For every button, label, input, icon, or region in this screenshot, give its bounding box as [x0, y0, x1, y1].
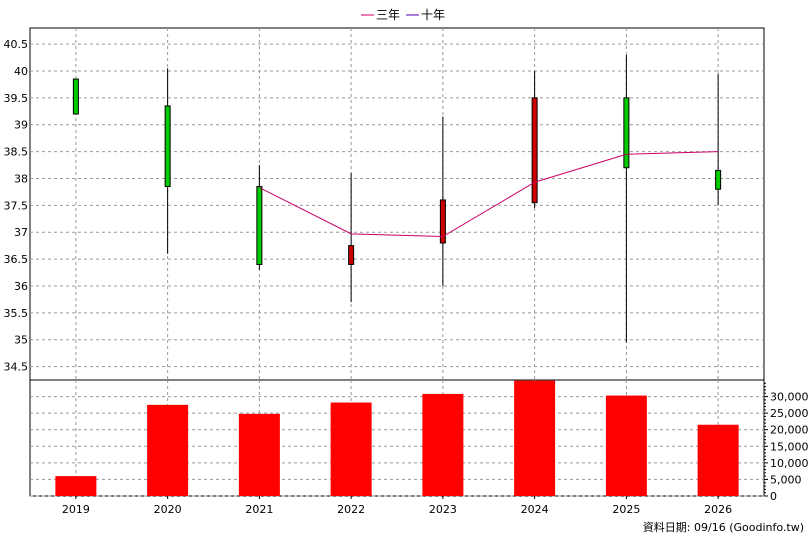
volume-bar: [55, 476, 97, 496]
x-tick-label: 2022: [337, 503, 365, 516]
x-axis: 2019 2020 2021 2022 2023 2024 2025 2026: [62, 496, 732, 516]
candle-body: [623, 97, 630, 169]
grid: [30, 28, 764, 497]
x-tick-label: 2024: [521, 503, 549, 516]
x-tick-label: 2021: [245, 503, 273, 516]
price-tick-label: 39.5: [4, 92, 29, 105]
volume-plot-frame: [29, 379, 765, 497]
price-tick-label: 35: [14, 334, 28, 347]
price-tick-label: 37.5: [4, 199, 29, 212]
x-tick-label: 2019: [62, 503, 90, 516]
candle-body: [72, 78, 79, 115]
volume-tick-label: 20,000: [770, 424, 808, 437]
price-axis: 34.5 35 35.5 36 36.5 37 37.5 38 38.5 39 39.5 40 40.5: [4, 38, 29, 373]
x-tick-label: 2023: [429, 503, 457, 516]
price-plot-frame: [29, 27, 765, 381]
volume-bars: [55, 380, 739, 496]
volume-bar: [605, 395, 647, 496]
volume-bar: [514, 380, 556, 496]
volume-bar: [422, 393, 464, 496]
ma3-line: [259, 151, 719, 238]
volume-tick-label: 10,000: [770, 457, 808, 470]
legend: 三年 十年: [361, 8, 445, 22]
x-tick-label: 2020: [154, 503, 182, 516]
volume-tick-label: 25,000: [770, 407, 808, 420]
volume-tick-label: 5,000: [770, 473, 802, 486]
x-tick-label: 2026: [704, 503, 732, 516]
candle-body: [348, 245, 355, 265]
price-tick-label: 38: [14, 172, 28, 185]
volume-bar: [147, 404, 189, 496]
candle-body: [531, 97, 538, 204]
price-tick-label: 35.5: [4, 307, 29, 320]
volume-tick-label: 15,000: [770, 440, 808, 453]
price-tick-label: 40.5: [4, 38, 29, 51]
price-tick-label: 36: [14, 280, 28, 293]
price-tick-label: 40: [14, 65, 28, 78]
candle-body: [439, 199, 446, 244]
volume-bar: [238, 413, 280, 496]
footer-text: 資料日期: 09/16 (Goodinfo.tw): [643, 520, 804, 534]
price-tick-label: 34.5: [4, 361, 29, 374]
candles: [72, 54, 722, 343]
x-tick-label: 2025: [612, 503, 640, 516]
price-tick-label: 38.5: [4, 146, 29, 159]
legend-label-10y: 十年: [421, 8, 445, 22]
price-tick-label: 37: [14, 226, 28, 239]
legend-label-3y: 三年: [376, 8, 400, 22]
candle-body: [256, 186, 263, 265]
price-tick-label: 36.5: [4, 253, 29, 266]
volume-tick-label: 0: [770, 490, 777, 503]
volume-bar: [330, 402, 372, 496]
volume-tick-label: 30,000: [770, 391, 808, 404]
candle-body: [164, 105, 171, 188]
candle-body: [715, 169, 722, 190]
volume-axis: 0 5,000 10,000 15,000 20,000 25,000 30,000: [764, 382, 808, 503]
volume-bar: [697, 424, 739, 496]
price-tick-label: 39: [14, 119, 28, 132]
